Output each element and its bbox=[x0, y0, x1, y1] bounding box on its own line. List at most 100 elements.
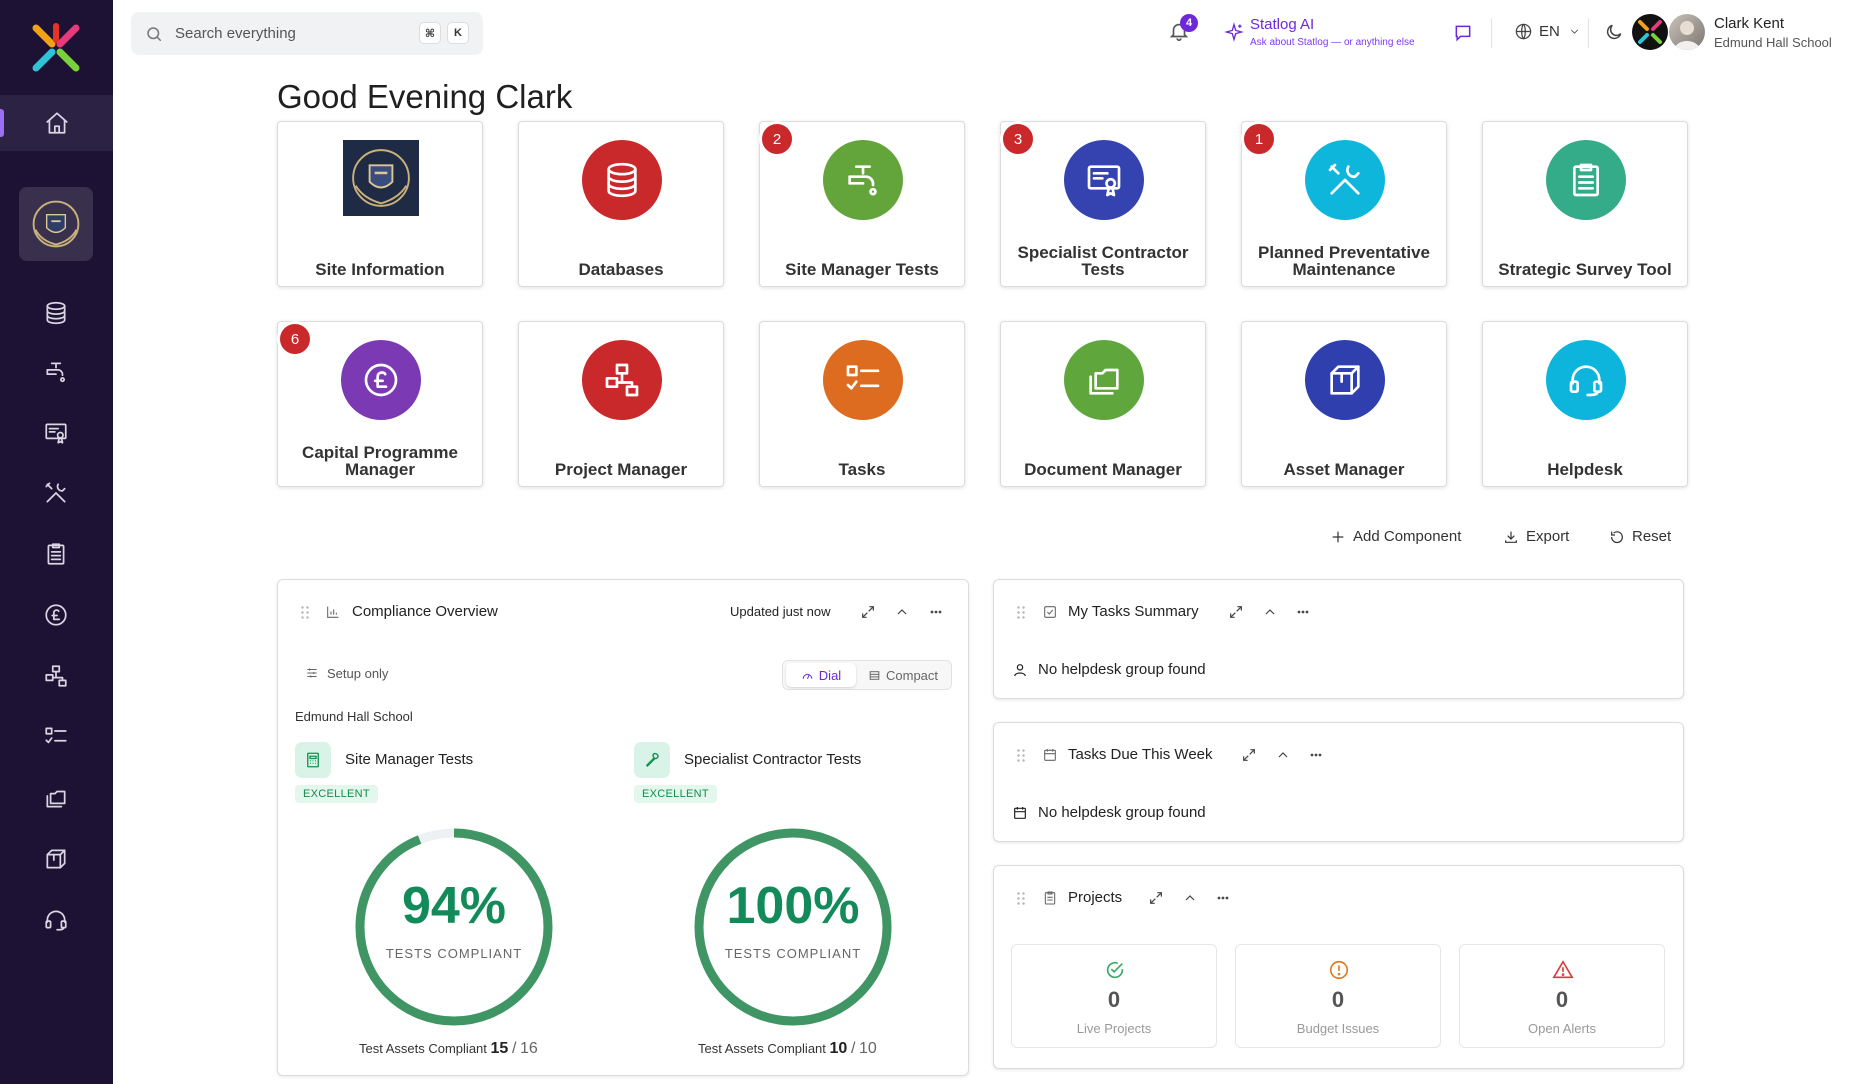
drag-handle[interactable] bbox=[1016, 605, 1026, 619]
tile-label: Project Manager bbox=[554, 460, 688, 479]
more-button[interactable] bbox=[928, 604, 944, 625]
language-selector[interactable]: EN bbox=[1514, 22, 1587, 41]
rating-badge: EXCELLENT bbox=[634, 785, 717, 803]
compliance-item-name: Specialist Contractor Tests bbox=[684, 751, 862, 768]
expand-button[interactable] bbox=[1148, 890, 1164, 911]
alert-circle-icon bbox=[1329, 960, 1349, 980]
sidebar-item-databases[interactable] bbox=[36, 293, 76, 333]
more-button[interactable] bbox=[1215, 890, 1231, 911]
dial-label: Dial bbox=[818, 667, 842, 683]
expand-button[interactable] bbox=[1241, 747, 1257, 768]
chat-button[interactable] bbox=[1453, 23, 1473, 48]
more-button[interactable] bbox=[1295, 604, 1311, 625]
dial-view-button[interactable]: Dial bbox=[786, 663, 856, 687]
tile-icon-circle bbox=[341, 340, 421, 420]
live-projects-stat[interactable]: 0 Live Projects bbox=[1011, 944, 1217, 1048]
tile-document-manager[interactable]: Document Manager bbox=[1000, 321, 1206, 487]
sidebar-item-planned-maintenance[interactable] bbox=[36, 473, 76, 513]
setup-only-filter[interactable]: Setup only bbox=[327, 666, 389, 681]
more-button[interactable] bbox=[1308, 747, 1324, 768]
tile-site-manager-tests[interactable]: 2 Site Manager Tests bbox=[759, 121, 965, 287]
stat-value: 0 bbox=[1331, 987, 1345, 1012]
tasks-week-title: Tasks Due This Week bbox=[1068, 746, 1213, 763]
expand-icon bbox=[1243, 749, 1255, 761]
expand-button[interactable] bbox=[860, 604, 876, 625]
stat-value: 0 bbox=[1555, 987, 1569, 1012]
tile-project-manager[interactable]: Project Manager bbox=[518, 321, 724, 487]
check-circle-icon bbox=[1106, 961, 1124, 979]
organisation-avatar[interactable] bbox=[1632, 14, 1668, 50]
checkbox-icon bbox=[1042, 604, 1058, 625]
notifications-button[interactable]: 4 bbox=[1168, 14, 1198, 46]
moon-icon bbox=[1606, 24, 1622, 40]
footer-label: Test Assets Compliant bbox=[359, 1041, 487, 1056]
drag-handle[interactable] bbox=[1016, 748, 1026, 762]
compliance-footer: Test Assets Compliant 10 / 10 bbox=[698, 1040, 877, 1057]
reset-button[interactable]: Reset bbox=[1609, 528, 1671, 545]
download-icon bbox=[1505, 531, 1517, 543]
tile-asset-manager[interactable]: Asset Manager bbox=[1241, 321, 1447, 487]
tasks-due-week-card bbox=[993, 722, 1684, 842]
headset-icon bbox=[45, 910, 67, 931]
tile-label: Site Information bbox=[315, 260, 445, 279]
statlog-logo[interactable] bbox=[30, 22, 82, 74]
stat-label: Live Projects bbox=[1076, 1021, 1152, 1036]
expand-button[interactable] bbox=[1228, 604, 1244, 625]
sidebar-item-project-manager[interactable] bbox=[36, 656, 76, 696]
collapse-button[interactable] bbox=[1275, 747, 1291, 768]
specialist-contractor-tests-icon bbox=[634, 742, 670, 778]
sidebar-item-tasks[interactable] bbox=[36, 717, 76, 757]
tile-specialist-contractor-tests[interactable]: 3 Specialist Contractor Tests bbox=[1000, 121, 1206, 287]
expand-icon bbox=[1230, 606, 1242, 618]
chevron-up-icon bbox=[1278, 752, 1288, 758]
compliance-dial-site-manager bbox=[355, 828, 553, 1026]
export-button[interactable]: Export bbox=[1503, 528, 1569, 545]
chart-icon bbox=[325, 604, 341, 625]
compact-view-button[interactable]: Compact bbox=[868, 668, 938, 683]
add-component-button[interactable]: Add Component bbox=[1330, 528, 1461, 545]
tile-label: Tasks bbox=[838, 460, 886, 479]
sidebar-item-home[interactable] bbox=[0, 95, 113, 151]
tile-tasks[interactable]: Tasks bbox=[759, 321, 965, 487]
hierarchy-icon bbox=[45, 665, 67, 687]
tile-databases[interactable]: Databases bbox=[518, 121, 724, 287]
tile-strategic-survey-tool[interactable]: Strategic Survey Tool bbox=[1482, 121, 1688, 287]
sidebar-item-capital-programme[interactable] bbox=[36, 595, 76, 635]
user-icon bbox=[1014, 663, 1026, 676]
chevron-up-icon bbox=[897, 609, 907, 615]
drag-handle[interactable] bbox=[300, 605, 310, 619]
school-crest-image bbox=[343, 140, 419, 216]
search-bar[interactable]: Search everything ⌘ K bbox=[131, 12, 483, 55]
sidebar-item-helpdesk[interactable] bbox=[36, 900, 76, 940]
add-component-label: Add Component bbox=[1353, 528, 1462, 545]
collapse-button[interactable] bbox=[1182, 890, 1198, 911]
clipboard-icon bbox=[1573, 163, 1599, 197]
updated-status: Updated just now bbox=[730, 604, 831, 619]
sidebar-school-crest[interactable] bbox=[19, 187, 93, 261]
sidebar-item-document-manager[interactable] bbox=[36, 778, 76, 818]
sidebar-item-asset-manager[interactable] bbox=[36, 839, 76, 879]
sidebar-item-strategic-survey[interactable] bbox=[36, 534, 76, 574]
divider bbox=[1588, 18, 1589, 48]
drag-handle[interactable] bbox=[1016, 891, 1026, 905]
expand-icon bbox=[862, 606, 874, 618]
budget-issues-stat[interactable]: 0 Budget Issues bbox=[1235, 944, 1441, 1048]
theme-toggle[interactable] bbox=[1604, 22, 1624, 47]
tile-capital-programme-manager[interactable]: 6 Capital Programme Manager bbox=[277, 321, 483, 487]
compliant-count: 10 bbox=[829, 1040, 848, 1057]
sidebar-item-site-manager-tests[interactable] bbox=[36, 352, 76, 392]
tile-helpdesk[interactable]: Helpdesk bbox=[1482, 321, 1688, 487]
school-crest-icon bbox=[32, 200, 80, 248]
collapse-button[interactable] bbox=[1262, 604, 1278, 625]
tile-label: Site Manager Tests bbox=[785, 260, 939, 279]
tile-site-information[interactable]: Site Information bbox=[277, 121, 483, 287]
tile-planned-preventative-maintenance[interactable]: 1 Planned Preventative Maintenance bbox=[1241, 121, 1447, 287]
tile-label: Capital Programme Manager bbox=[302, 443, 458, 479]
collapse-button[interactable] bbox=[894, 604, 910, 625]
open-alerts-stat[interactable]: 0 Open Alerts bbox=[1459, 944, 1665, 1048]
user-avatar[interactable] bbox=[1669, 14, 1705, 50]
sidebar-item-specialist-contractor-tests[interactable] bbox=[36, 413, 76, 453]
tools-icon bbox=[1328, 163, 1360, 195]
compliance-caption: TESTS COMPLIANT bbox=[724, 946, 862, 961]
search-placeholder: Search everything bbox=[175, 25, 296, 42]
